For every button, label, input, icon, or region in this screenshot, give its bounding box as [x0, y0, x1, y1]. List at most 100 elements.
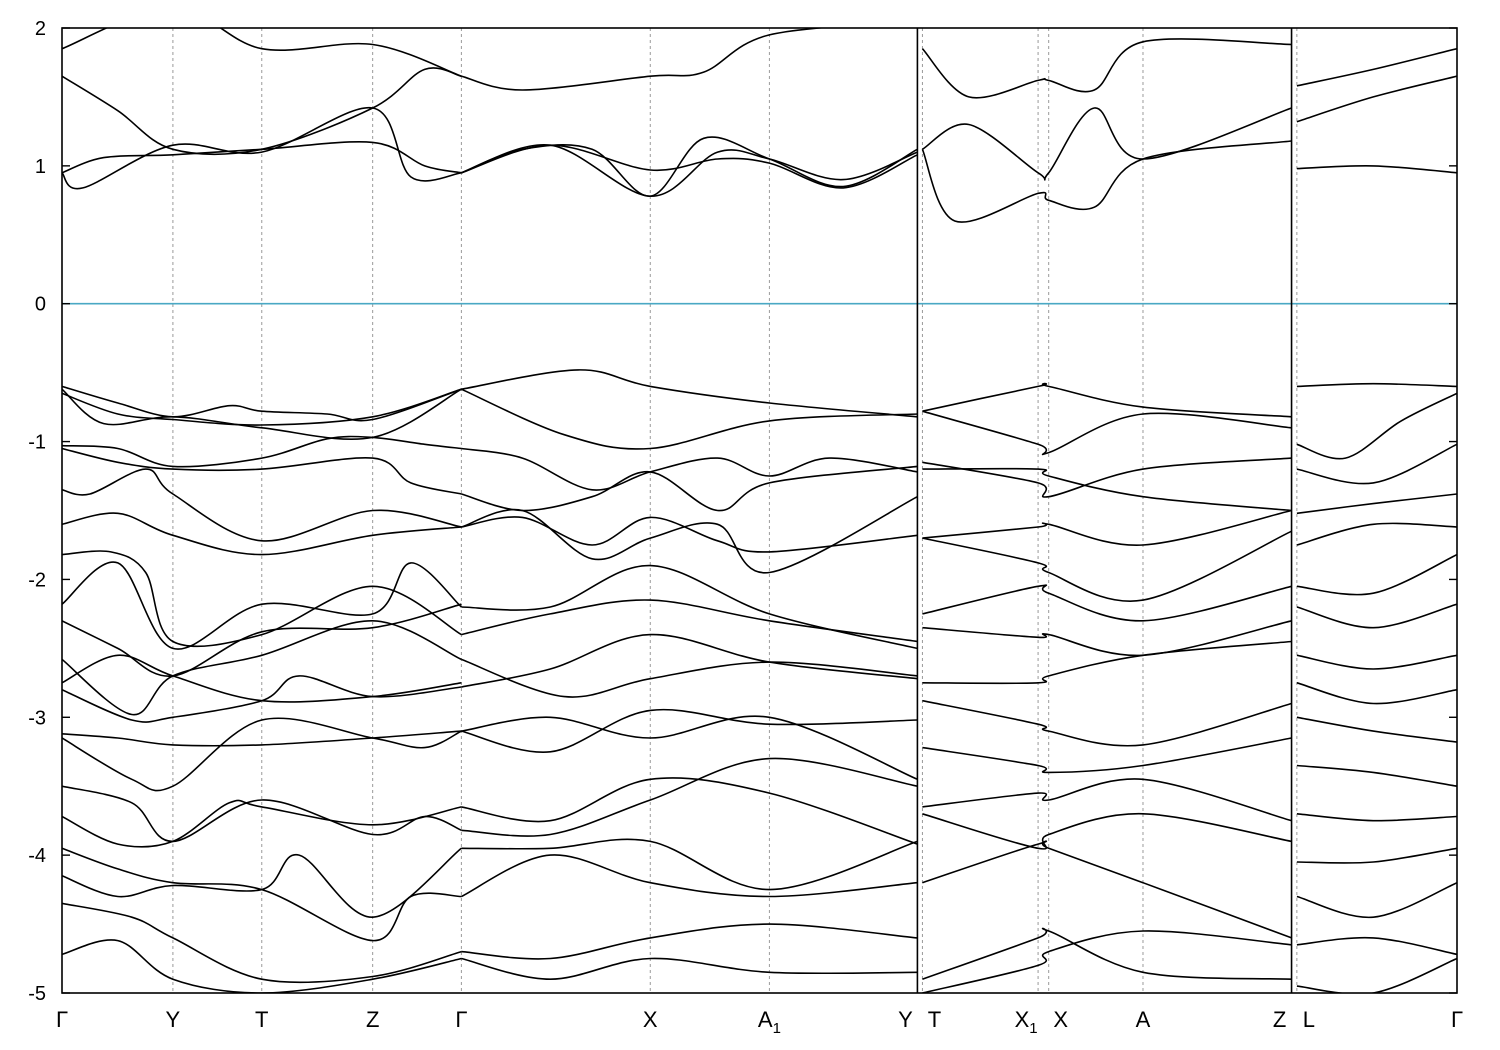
band-line-s2-b14	[922, 778, 1292, 822]
band-line-s1-b9	[461, 495, 918, 574]
band-line-s1-b11	[461, 599, 918, 643]
x-tick-label-4: Γ	[455, 1007, 467, 1032]
x-tick-label-7: Y	[898, 1007, 913, 1032]
x-tick-label-11: A	[1136, 1007, 1151, 1032]
path-discontinuities	[916, 28, 1293, 993]
band-line-s2-b0	[921, 38, 1292, 99]
band-line-s2-b12	[922, 699, 1292, 747]
band-line-s1-b13	[461, 633, 918, 688]
band-line-s2-b10	[922, 620, 1292, 657]
band-line-s3-b17	[1296, 936, 1457, 956]
band-line-s3-b2	[1296, 164, 1457, 174]
band-line-s0-b18	[62, 717, 462, 792]
band-line-s0-b16	[62, 675, 462, 723]
band-line-s2-b16	[922, 840, 1292, 939]
band-line-s0-b13	[62, 603, 462, 677]
band-line-s1-b21	[461, 957, 918, 980]
x-tick-label-5: X	[643, 1007, 658, 1032]
band-line-s2-b8	[922, 530, 1292, 602]
band-line-s2-b9	[922, 584, 1292, 622]
band-line-s0-b24	[62, 939, 462, 993]
band-line-s3-b4	[1296, 392, 1457, 460]
band-line-s3-b5	[1296, 443, 1457, 485]
x-tick-label-9: X1	[1015, 1007, 1038, 1037]
band-line-s0-b0	[62, 28, 462, 77]
band-line-s3-b14	[1296, 813, 1457, 822]
x-tick-label-1: Y	[166, 1007, 181, 1032]
band-line-s0-b3	[62, 107, 462, 190]
band-line-s3-b1	[1296, 75, 1457, 123]
band-line-s0-b9	[62, 468, 462, 542]
band-line-s0-b20	[62, 799, 462, 848]
band-line-s1-b17	[461, 777, 918, 845]
band-line-s1-b4	[461, 369, 918, 418]
y-tick-label-7: -5	[28, 983, 46, 1005]
band-line-s0-b22	[62, 847, 462, 919]
y-axis-ticks: 2 1 0 -1 -2 -3 -4 -5	[28, 18, 1457, 1005]
band-line-s0-b8	[62, 447, 462, 495]
band-line-s3-b16	[1296, 881, 1457, 919]
band-line-s1-b0	[461, 28, 828, 91]
band-line-s3-b8	[1296, 553, 1457, 596]
y-tick-label-6: -4	[28, 845, 46, 867]
band-line-s0-b1	[62, 67, 462, 156]
x-tick-label-14: Γ	[1451, 1007, 1463, 1032]
band-line-s1-b7	[461, 465, 918, 512]
y-tick-label-0: 2	[35, 18, 46, 40]
y-tick-label-1: 1	[35, 156, 46, 178]
band-line-s0-b23	[62, 902, 462, 984]
x-axis-ticks: Γ Y T Z Γ X A1 Y T X1 X A Z L Γ	[56, 1007, 1463, 1037]
band-line-s2-b2	[921, 140, 1292, 223]
x-tick-label-12: Z	[1273, 1007, 1286, 1032]
band-line-s2-b15	[922, 812, 1292, 850]
band-line-s1-b16	[461, 757, 918, 837]
band-line-s1-b6	[461, 447, 918, 491]
x-tick-label-8: T	[928, 1007, 941, 1032]
band-line-s3-b10	[1296, 654, 1457, 670]
y-tick-label-4: -2	[28, 569, 46, 591]
band-line-s2-b11	[922, 640, 1292, 685]
band-line-s3-b9	[1296, 603, 1457, 629]
band-line-s0-b15	[62, 654, 462, 703]
band-line-s3-b6	[1296, 493, 1457, 515]
band-line-s1-b19	[461, 854, 918, 898]
x-tick-label-0: Γ	[56, 1007, 68, 1032]
band-line-s0-b12	[62, 561, 462, 650]
vertical-grid	[172, 28, 1298, 993]
x-tick-label-13: L	[1303, 1007, 1315, 1032]
band-line-s2-b18	[922, 930, 1292, 993]
band-line-s3-b13	[1296, 764, 1457, 787]
band-line-s1-b8	[461, 516, 918, 553]
band-line-s1-b3	[461, 144, 918, 198]
band-line-s2-b17	[922, 927, 1292, 980]
band-line-s2-b3	[922, 382, 1292, 418]
band-line-s1-b12	[461, 658, 918, 698]
band-line-s3-b15	[1296, 847, 1457, 864]
band-line-s2-b13	[922, 737, 1292, 774]
band-line-s3-b3	[1296, 382, 1457, 388]
band-line-s0-b10	[62, 512, 462, 556]
band-line-s0-b4	[62, 385, 462, 422]
band-line-s0-b17	[62, 730, 462, 747]
band-line-s1-b18	[461, 838, 918, 891]
band-lines	[62, 28, 1457, 993]
band-line-s3-b12	[1296, 716, 1457, 743]
band-line-s1-b14	[461, 708, 918, 753]
band-line-s1-b5	[461, 388, 918, 450]
band-line-s0-b2	[62, 141, 462, 174]
x-tick-label-10: X	[1053, 1007, 1068, 1032]
band-line-s2-b5	[922, 457, 1292, 498]
band-line-s3-b0	[1296, 47, 1457, 87]
band-line-s2-b1	[921, 107, 1292, 181]
plot-frame	[61, 27, 1458, 994]
x-tick-label-6: A1	[758, 1007, 781, 1037]
band-line-s3-b11	[1296, 682, 1457, 705]
band-line-s0-b6	[62, 388, 462, 441]
band-line-s3-b7	[1296, 522, 1457, 546]
x-tick-label-2: T	[255, 1007, 268, 1032]
band-line-s3-b18	[1296, 957, 1457, 993]
band-line-s1-b20	[461, 923, 918, 960]
band-line-s2-b4	[922, 410, 1292, 456]
y-tick-label-3: -1	[28, 432, 46, 454]
